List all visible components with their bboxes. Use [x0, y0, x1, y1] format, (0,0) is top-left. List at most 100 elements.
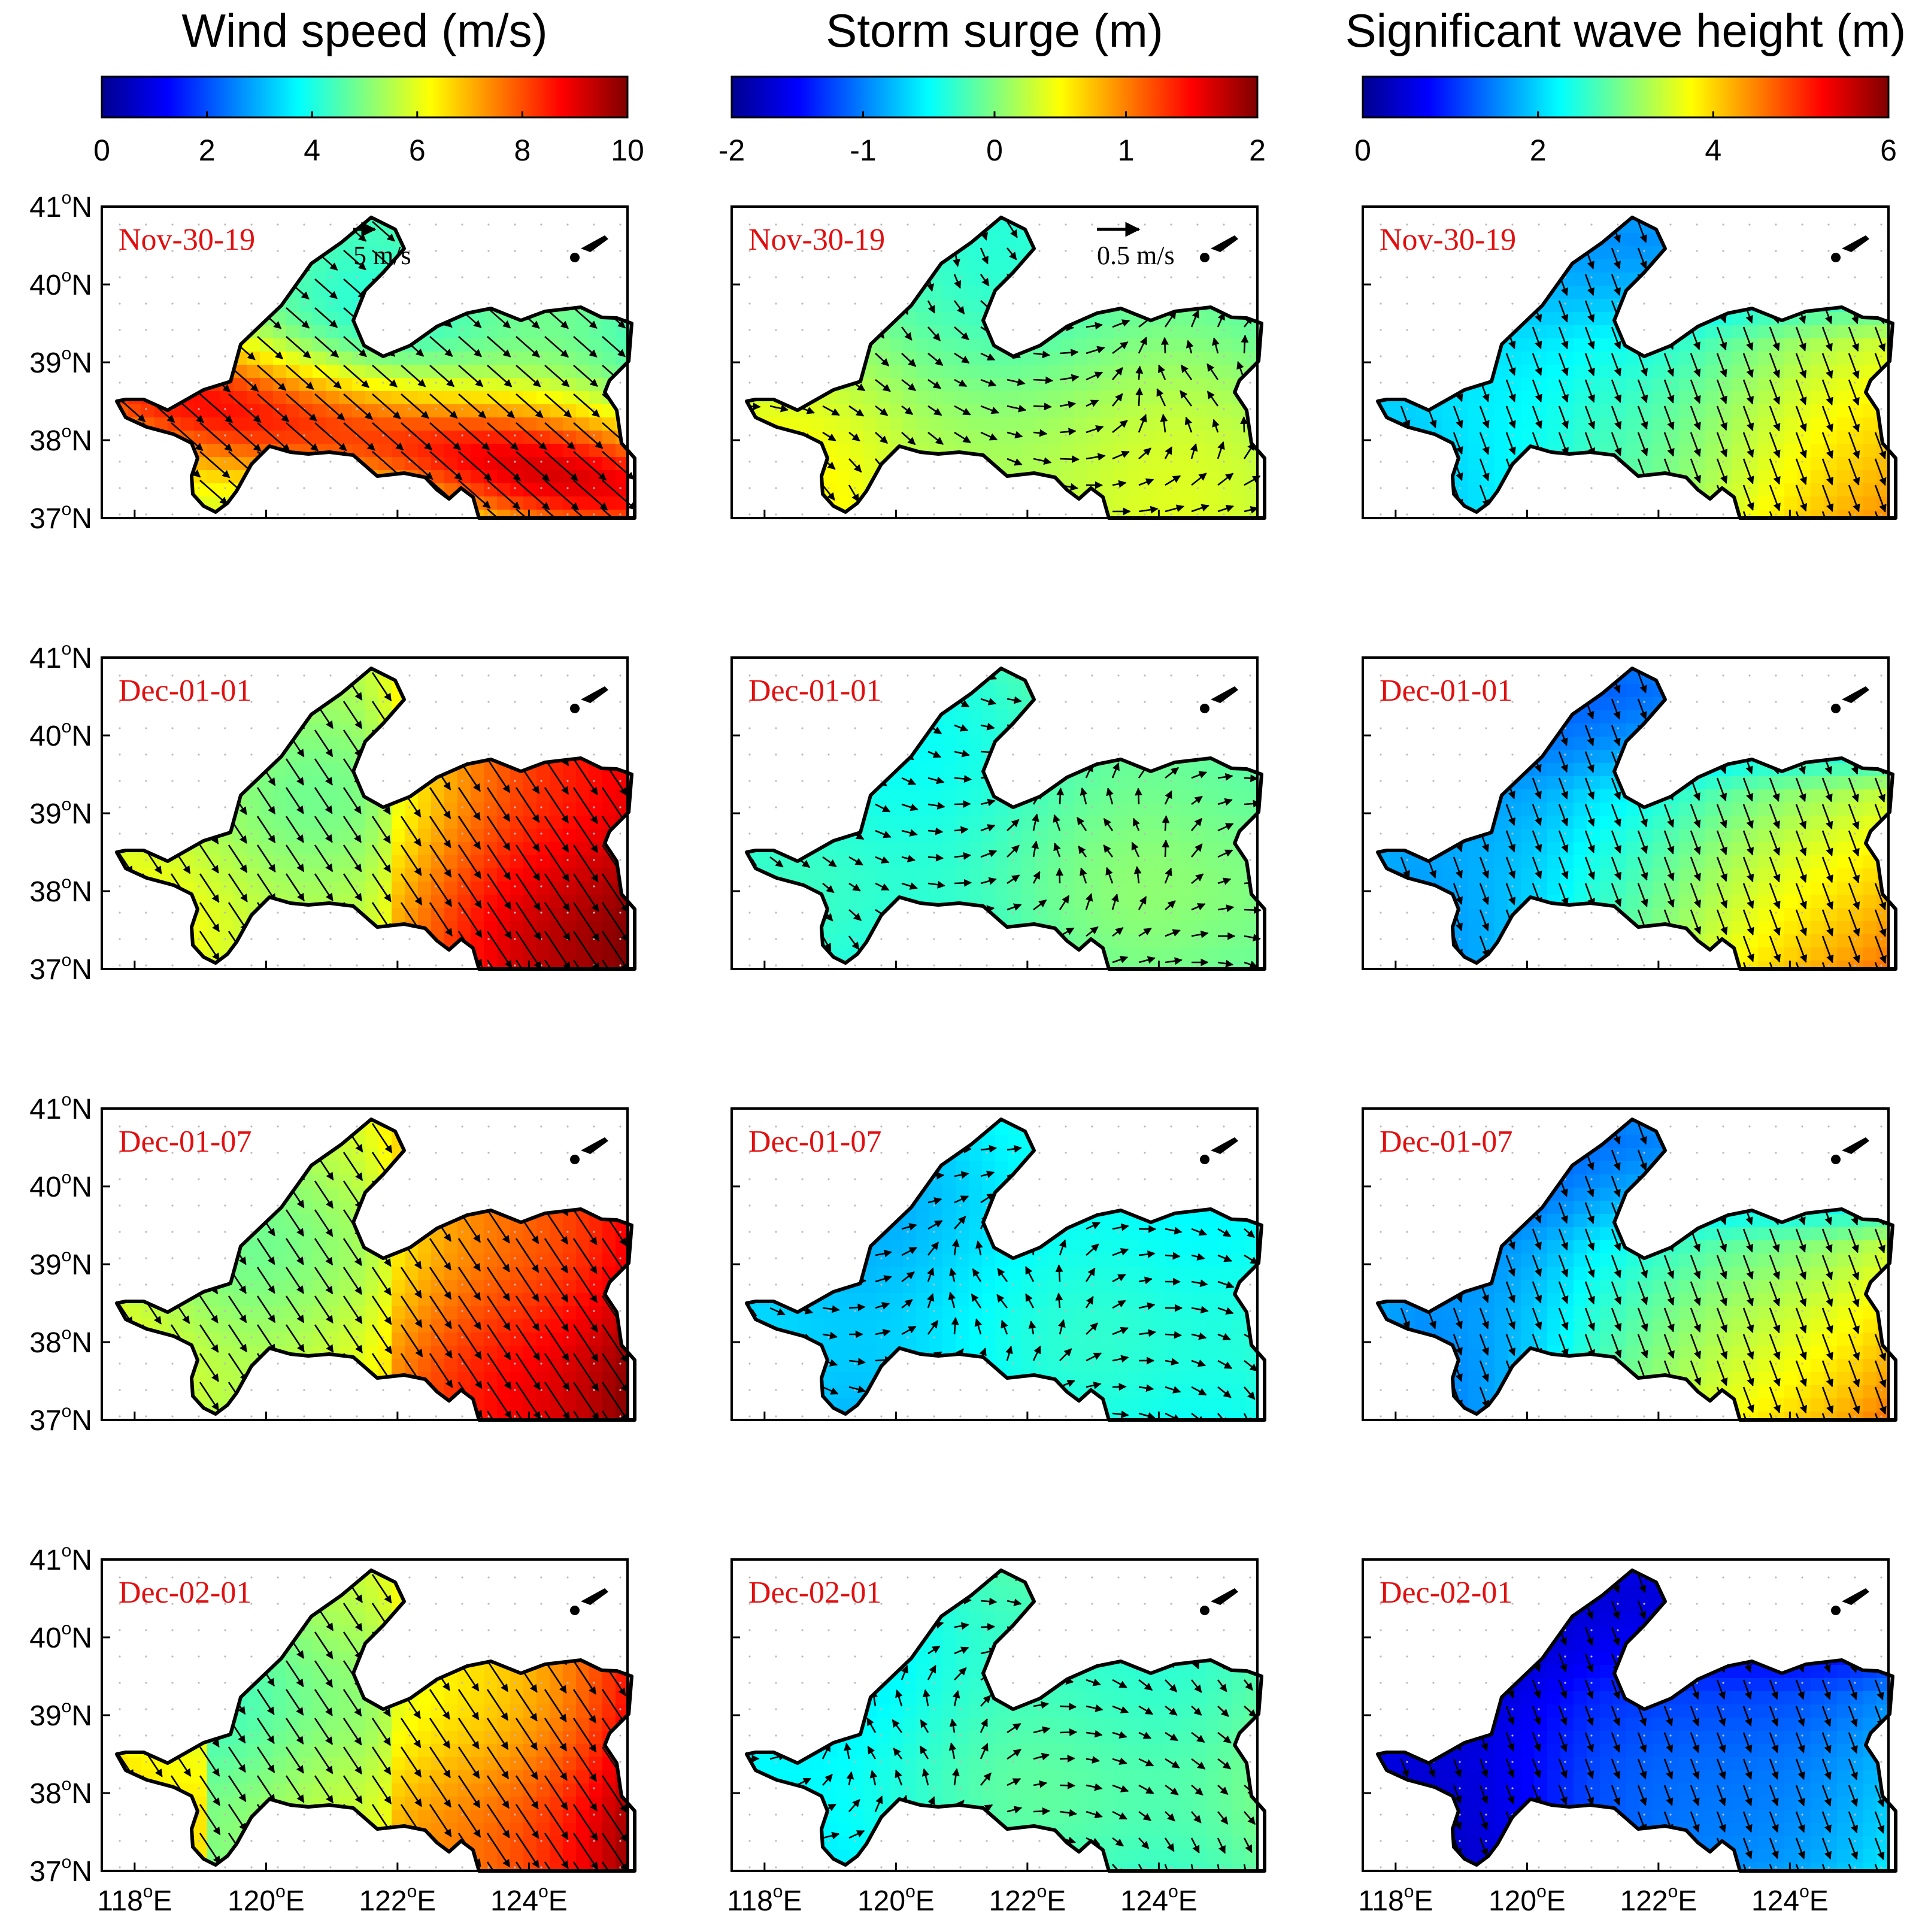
field-cell: [497, 496, 511, 510]
field-cell: [1363, 391, 1377, 405]
field-cell: [1653, 217, 1666, 220]
grid-dot: [593, 461, 595, 463]
field-cell: [154, 763, 168, 777]
field-cell: [1074, 325, 1088, 339]
field-cell: [536, 286, 550, 299]
field-cell: [102, 378, 116, 392]
field-cell: [247, 312, 260, 326]
field-cell: [1363, 286, 1377, 299]
vector-arrow: [516, 278, 541, 301]
field-cell: [1429, 217, 1442, 220]
field-cell: [837, 365, 851, 378]
field-cell: [286, 483, 300, 497]
grid-dot: [1091, 434, 1093, 437]
field-cell: [877, 312, 890, 326]
vector-arrow: [117, 422, 144, 450]
field-cell: [1219, 431, 1233, 444]
field-cell: [1389, 378, 1403, 392]
field-cell: [1481, 312, 1495, 326]
field-cell: [1626, 233, 1640, 247]
field-cell: [1219, 457, 1233, 471]
field-cell: [1547, 417, 1561, 431]
field-cell: [392, 829, 405, 843]
field-cell: [550, 789, 563, 803]
field-cell: [863, 259, 877, 273]
grid-dot: [514, 461, 516, 463]
field-cell: [117, 378, 129, 392]
vector-arrow: [544, 365, 570, 387]
field-cell: [431, 444, 445, 458]
grid-dot: [1748, 329, 1751, 331]
vector-arrow: [573, 480, 608, 511]
grid-dot: [1564, 434, 1566, 437]
field-cell: [1560, 217, 1574, 220]
field-cell: [1193, 483, 1206, 497]
grid-dot: [1459, 434, 1461, 437]
field-cell: [995, 299, 1009, 313]
field-cell: [969, 510, 983, 518]
field-cell: [956, 217, 969, 220]
colorbar-tick-label: 2: [1249, 134, 1266, 167]
field-cell: [1797, 233, 1811, 247]
field-cell: [457, 286, 471, 299]
grid-dot: [1144, 381, 1146, 384]
vector-arrow: [429, 451, 463, 481]
field-cell: [1784, 365, 1798, 378]
field-cell: [576, 776, 590, 790]
vector-arrow: [747, 350, 763, 359]
field-cell: [154, 259, 168, 273]
grid-dot: [748, 434, 751, 437]
field-cell: [102, 750, 116, 764]
field-cell: [1127, 217, 1141, 220]
field-cell: [1008, 286, 1022, 299]
grid-dot: [1170, 408, 1172, 410]
field-cell: [1101, 220, 1114, 234]
field-cell: [260, 431, 274, 444]
vector-arrow: [372, 365, 398, 388]
field-cell: [1705, 338, 1719, 352]
grid-dot: [1380, 302, 1382, 305]
vector-arrow: [544, 451, 579, 482]
field-cell: [550, 352, 563, 365]
field-cell: [471, 737, 484, 750]
vector-arrow: [1033, 273, 1050, 284]
grid-dot: [1617, 302, 1619, 305]
field-cell: [929, 220, 943, 234]
field-cell: [497, 365, 511, 378]
field-cell: [102, 470, 116, 484]
field-cell: [863, 286, 877, 299]
grid-dot: [1065, 276, 1067, 278]
field-cell: [484, 457, 498, 471]
vector-arrow: [1217, 217, 1236, 225]
field-cell: [497, 668, 511, 671]
grid-dot: [171, 223, 174, 226]
field-cell: [1363, 233, 1377, 247]
field-cell: [1560, 496, 1574, 510]
field-cell: [405, 750, 419, 764]
field-cell: [418, 299, 432, 313]
field-cell: [378, 510, 392, 518]
field-cell: [431, 671, 445, 685]
field-cell: [1600, 417, 1614, 431]
field-cell: [207, 776, 221, 790]
field-cell: [1193, 286, 1206, 299]
field-cell: [1101, 217, 1114, 220]
field-cell: [117, 750, 129, 764]
vector-arrow: [487, 221, 512, 243]
field-cell: [771, 483, 785, 497]
field-cell: [378, 217, 392, 220]
grid-dot: [593, 276, 595, 278]
field-cell: [589, 457, 603, 471]
field-cell: [1784, 246, 1798, 260]
field-cell: [431, 684, 445, 698]
field-cell: [352, 444, 366, 458]
grid-dot: [1880, 302, 1882, 305]
grid-dot: [1538, 408, 1540, 410]
field-cell: [154, 496, 168, 510]
field-cell: [1613, 470, 1627, 484]
field-cell: [418, 816, 432, 829]
grid-dot: [1538, 250, 1540, 252]
field-cell: [550, 246, 563, 260]
field-cell: [1101, 365, 1114, 378]
field-cell: [326, 789, 339, 803]
